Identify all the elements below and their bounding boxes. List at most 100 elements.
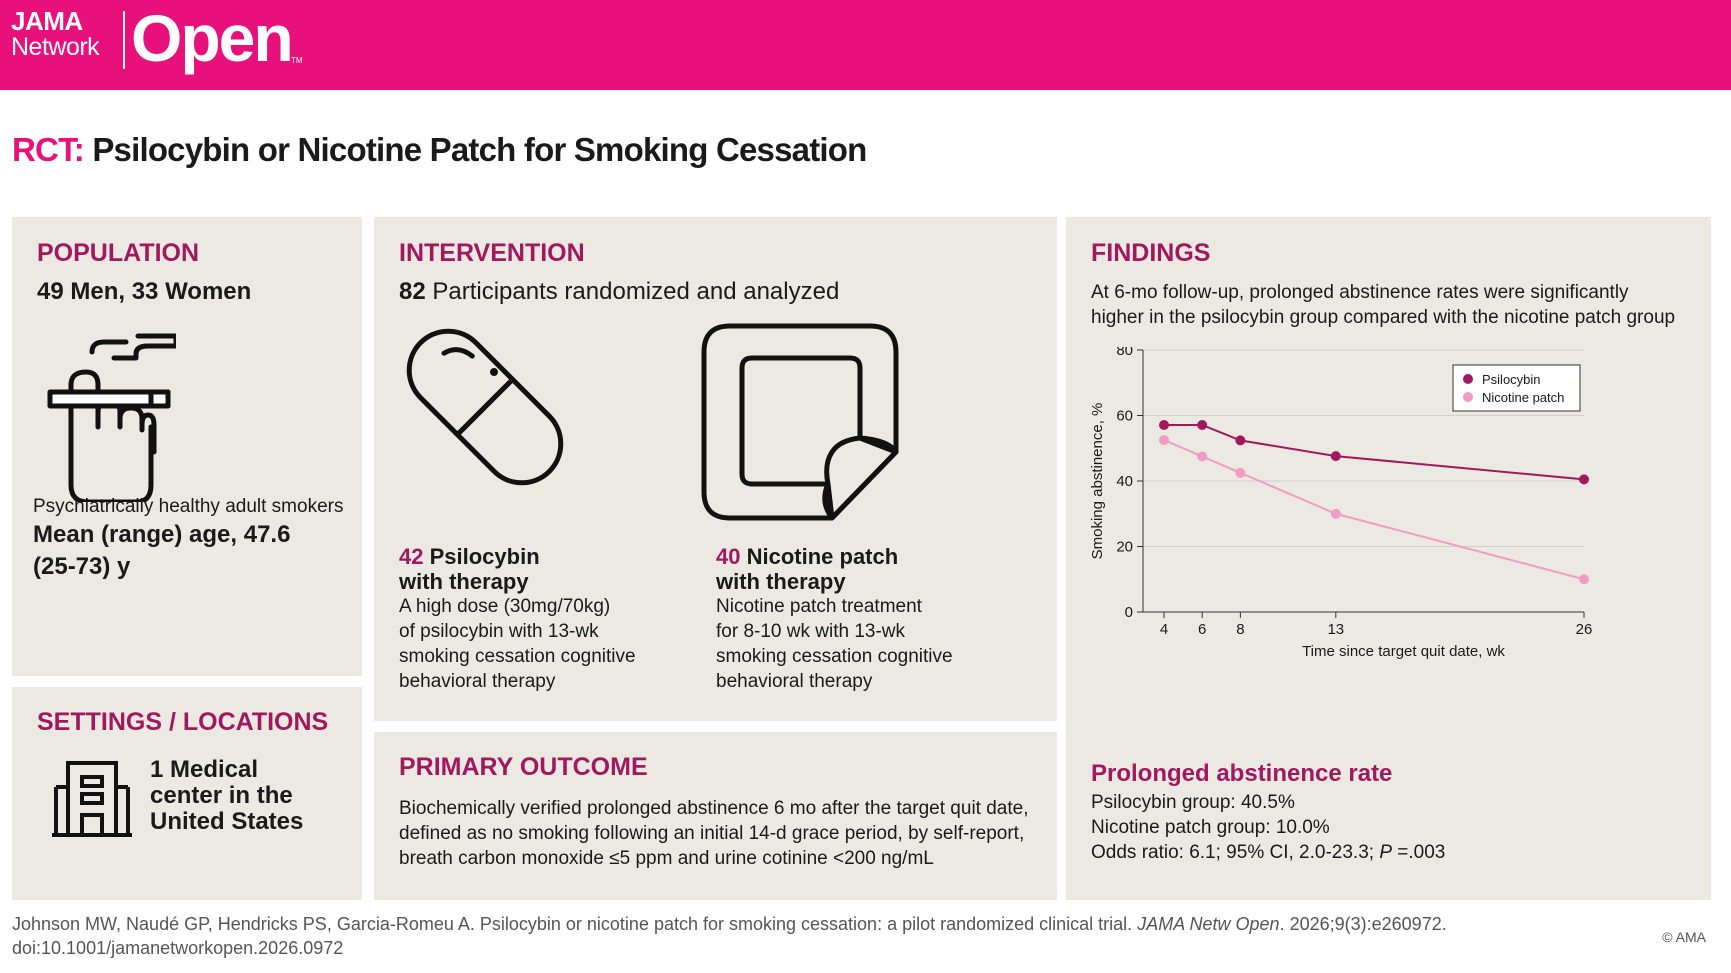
header-bar: JAMA Network Open TM [0,0,1731,90]
page-title: RCT: Psilocybin or Nicotine Patch for Sm… [12,130,867,170]
population-description: Psychiatrically healthy adult smokers [33,496,344,517]
y-axis-label: Smoking abstinence, % [1089,403,1106,560]
participants-count: 82 [399,278,426,305]
intervention-panel: INTERVENTION 82 Participants randomized … [374,217,1057,721]
copyright: © AMA [1662,929,1706,945]
citation-text: Johnson MW, Naudé GP, Hendricks PS, Garc… [12,914,1138,934]
chart-series [1159,419,1589,585]
citation: Johnson MW, Naudé GP, Hendricks PS, Garc… [12,912,1447,960]
y-tick-labels: 0 20 40 60 80 [1116,347,1133,621]
x-tick-label: 26 [1576,621,1593,638]
population-age-line2: (25-73) y [33,553,131,580]
arm2-title: 40 Nicotine patch [716,544,898,569]
odds-prefix: Odds ratio: 6.1; 95% CI, 2.0-23.3; [1091,842,1380,863]
title-prefix: RCT: [12,131,85,168]
arm1-desc4: behavioral therapy [399,671,556,692]
data-point [1330,451,1341,462]
building-icon [52,761,132,837]
y-tick-label: 40 [1116,473,1133,490]
legend-box [1452,364,1581,412]
data-point [1159,435,1169,446]
logo-network: Network [11,33,100,61]
legend-label: Nicotine patch [1482,390,1564,405]
smoking-hand-icon [47,333,176,502]
logo-jama: JAMA [11,6,83,36]
x-tick-label: 4 [1160,621,1168,638]
data-point [1330,508,1341,519]
population-age-line1: Mean (range) age, 47.6 [33,521,291,548]
arm1-count: 42 [399,544,424,569]
arm2-count: 40 [716,544,741,569]
arm2-desc3: smoking cessation cognitive [716,646,953,667]
arm1-name2: with therapy [399,569,529,594]
legend-marker [1463,392,1473,402]
arm2-name2: with therapy [716,569,846,594]
citation-line1: Johnson MW, Naudé GP, Hendricks PS, Garc… [12,912,1447,936]
primary-outcome-heading: PRIMARY OUTCOME [399,753,648,781]
patch-icon [701,323,899,521]
logo-divider [123,11,125,69]
rate-heading: Prolonged abstinence rate [1091,760,1393,787]
population-counts: 49 Men, 33 Women [37,278,252,305]
odds-suffix: =.003 [1392,842,1446,863]
arm1-desc1: A high dose (30mg/70kg) [399,596,611,617]
arm1-desc3: smoking cessation cognitive [399,646,636,667]
data-point [1197,451,1208,462]
title-text: Psilocybin or Nicotine Patch for Smoking… [92,131,867,168]
citation-journal: JAMA Netw Open [1137,914,1280,934]
settings-heading: SETTINGS / LOCATIONS [37,708,329,736]
findings-summary1: At 6-mo follow-up, prolonged abstinence … [1091,282,1629,303]
findings-summary2: higher in the psilocybin group compared … [1091,307,1676,328]
data-point [1579,474,1589,485]
odds-p: P [1379,842,1393,863]
data-point [1579,574,1589,585]
intervention-heading: INTERVENTION [399,239,585,267]
series-line-0 [1164,423,1585,481]
arm1-name: Psilocybin [429,544,540,569]
arm2-name: Nicotine patch [746,544,899,569]
legend-marker [1463,374,1473,384]
citation-volume: . 2026;9(3):e260972. [1279,914,1447,934]
primary-outcome-panel: PRIMARY OUTCOME Biochemically verified p… [374,732,1057,900]
participants-text: Participants randomized and analyzed [432,278,840,305]
data-point [1235,435,1246,446]
arm2-desc1: Nicotine patch treatment [716,596,922,617]
arm2-desc4: behavioral therapy [716,671,873,692]
data-point [1235,467,1246,478]
y-tick-label: 0 [1125,604,1133,621]
x-tick-labels: 4 6 8 13 26 [1160,621,1593,638]
citation-doi: doi:10.1001/jamanetworkopen.2026.0972 [12,938,344,958]
settings-line3: United States [150,808,304,835]
chart-legend: Psilocybin Nicotine patch [1452,364,1581,412]
x-tick-label: 6 [1198,621,1206,638]
chart-axes [1137,349,1585,618]
series-line-1 [1163,439,1585,581]
population-heading: POPULATION [37,239,200,267]
logo-open: Open [131,1,294,75]
intervention-participants: 82 Participants randomized and analyzed [399,277,839,307]
findings-heading: FINDINGS [1091,239,1211,267]
arm1-desc2: of psilocybin with 13-wk [399,621,599,642]
logo-trademark: TM [291,56,303,65]
primary-outcome-line3: breath carbon monoxide ≤5 ppm and urine … [399,848,934,869]
primary-outcome-line1: Biochemically verified prolonged abstine… [399,798,1029,819]
primary-outcome-line2: defined as no smoking following an initi… [399,823,1025,844]
y-tick-label: 80 [1116,347,1133,359]
data-point [1159,419,1169,430]
findings-panel: FINDINGS At 6-mo follow-up, prolonged ab… [1066,217,1711,900]
odds-ratio: Odds ratio: 6.1; 95% CI, 2.0-23.3; P =.0… [1091,840,1445,865]
chart-grid [1143,349,1584,547]
x-tick-label: 8 [1236,621,1244,638]
settings-line2: center in the [150,782,293,809]
x-tick-label: 13 [1327,621,1344,638]
arm2-desc2: for 8-10 wk with 13-wk [716,621,906,642]
rate-psilocybin: Psilocybin group: 40.5% [1091,792,1295,813]
x-axis-label: Time since target quit date, wk [1302,643,1505,660]
rate-nicotine: Nicotine patch group: 10.0% [1091,817,1330,838]
population-panel: POPULATION 49 Men, 33 Women Psychiatrica… [12,217,362,676]
settings-line1: 1 Medical [150,756,259,783]
data-point [1197,419,1208,430]
arm1-title: 42 Psilocybin [399,544,540,569]
y-tick-label: 20 [1116,539,1133,556]
